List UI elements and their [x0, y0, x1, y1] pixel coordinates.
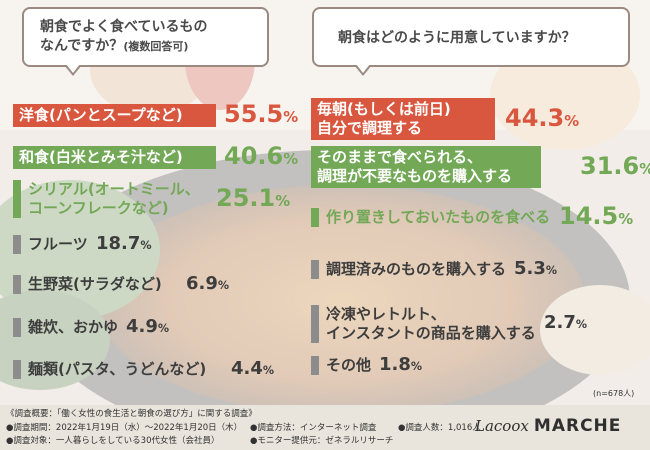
value-unit: %: [283, 150, 299, 169]
category-label: 調理済みのものを購入する: [311, 260, 506, 279]
category-label-line: フルーツ: [28, 235, 88, 253]
category-label-line: 麺類(パスタ、うどんなど): [28, 360, 207, 378]
value-label: 6.9%: [186, 272, 230, 294]
value-number: 2.7: [544, 312, 576, 334]
category-label-line: 自分で調理する: [317, 119, 423, 137]
value-label: 4.9%: [126, 315, 170, 337]
value-label: 44.3%: [505, 106, 579, 130]
category-label-line: 和食(白米とみそ汁など): [19, 148, 183, 166]
left-question-box: 朝食でよく食べているもの なんですか？(複数回答可): [22, 7, 269, 76]
value-number: 6.9: [186, 272, 218, 294]
category-label: そのままで食べられる、 調理が不要なものを購入する: [311, 146, 541, 188]
value-label: 2.7%: [544, 314, 587, 332]
value-number: 25.1: [216, 183, 276, 212]
category-label: 麺類(パスタ、うどんなど): [13, 360, 206, 379]
category-label: 毎朝(もしくは前日) 自分で調理する: [311, 98, 495, 140]
value-unit: %: [157, 321, 170, 335]
category-label-line: 洋食(パンとスープなど): [19, 106, 183, 124]
survey-provider: ●モニター提供元：ゼネラルリサーチ: [250, 436, 394, 446]
right-question-box: 朝食はどのように用意していますか？: [312, 7, 630, 76]
value-unit: %: [618, 210, 634, 229]
category-label-line: シリアル(オートミール、: [28, 180, 200, 198]
value-unit: %: [410, 359, 423, 373]
value-label: 4.4%: [231, 357, 275, 379]
category-label: 和食(白米とみそ汁など): [13, 146, 216, 169]
value-label: 55.5%: [224, 102, 298, 126]
category-label-line: 調理が不要なものを購入する: [317, 167, 513, 185]
category-label: 洋食(パンとスープなど): [13, 104, 216, 127]
value-number: 4.9: [126, 315, 158, 337]
value-unit: %: [140, 238, 152, 252]
right-question-text: 朝食はどのように用意していますか？: [338, 30, 576, 46]
category-label: シリアル(オートミール、 コーンフレークなど): [13, 180, 200, 218]
value-unit: %: [564, 111, 580, 130]
survey-overview: 《調査概要：「働く女性の食生活と朝食の選び方」に関する調査》: [6, 409, 257, 419]
left-question-line2: なんですか？(複数回答可): [40, 38, 189, 54]
category-label: 冷凍やレトルト、 インスタントの商品を購入する: [311, 305, 536, 343]
value-label: 18.7%: [96, 232, 152, 254]
value-unit: %: [639, 160, 650, 178]
value-unit: %: [217, 278, 230, 292]
value-number: 4.4: [231, 357, 263, 379]
value-number: 18.7: [96, 232, 141, 254]
value-number: 40.6: [224, 142, 284, 171]
survey-count: ●調査人数：1,016人: [398, 423, 481, 433]
white-overlay: [0, 0, 650, 405]
brand-logo-bold: MARCHE: [533, 416, 622, 436]
category-label-line: 生野菜(サラダなど): [28, 275, 162, 293]
value-number: 1.8: [379, 353, 411, 375]
value-label: 25.1%: [216, 186, 290, 210]
category-label-line: 雑炊、おかゆ: [28, 318, 119, 336]
left-question-line1: 朝食でよく食べているもの: [40, 19, 208, 35]
category-label: 作り置きしておいたものを食べる: [311, 208, 550, 227]
survey-method: ●調査方法：インターネット調査: [250, 423, 377, 433]
category-label: フルーツ: [13, 235, 88, 254]
value-label: 31.6%: [580, 154, 650, 178]
sample-size-note: (n=678人): [593, 389, 635, 398]
category-label-line: インスタントの商品を購入する: [326, 324, 536, 342]
survey-target: ●調査対象：一人暮らしをしている30代女性（会社員）: [6, 436, 220, 446]
category-label-line: 冷凍やレトルト、: [326, 305, 446, 323]
value-unit: %: [283, 108, 299, 127]
category-label: 生野菜(サラダなど): [13, 275, 162, 294]
value-unit: %: [545, 263, 558, 277]
brand-logo-script: Lacoox: [475, 417, 529, 435]
category-label-line: コーンフレークなど): [28, 199, 169, 217]
category-label-line: 作り置きしておいたものを食べる: [326, 208, 551, 226]
value-number: 5.3: [514, 257, 546, 279]
category-label: その他: [311, 356, 371, 375]
brand-logo: Lacoox MARCHE: [475, 416, 621, 436]
value-number: 44.3: [505, 103, 565, 132]
value-number: 14.5: [559, 202, 619, 231]
value-number: 55.5: [224, 100, 284, 129]
category-label: 雑炊、おかゆ: [13, 318, 118, 337]
category-label-line: 調理済みのものを購入する: [326, 260, 507, 278]
value-label: 14.5%: [559, 204, 633, 228]
category-label-line: そのままで食べられる、: [317, 148, 483, 166]
survey-period: ●調査期間：2022年1月19日（水）〜2022年1月20日（木）: [6, 423, 243, 433]
category-label-line: 毎朝(もしくは前日): [317, 100, 451, 118]
value-unit: %: [262, 363, 275, 377]
value-label: 1.8%: [379, 353, 423, 375]
value-unit: %: [575, 318, 588, 332]
value-label: 40.6%: [224, 144, 298, 168]
value-number: 31.6: [580, 151, 640, 180]
value-label: 5.3%: [514, 257, 558, 279]
category-label-line: その他: [326, 356, 372, 374]
value-unit: %: [275, 191, 291, 210]
left-question-note: (複数回答可): [123, 40, 189, 53]
